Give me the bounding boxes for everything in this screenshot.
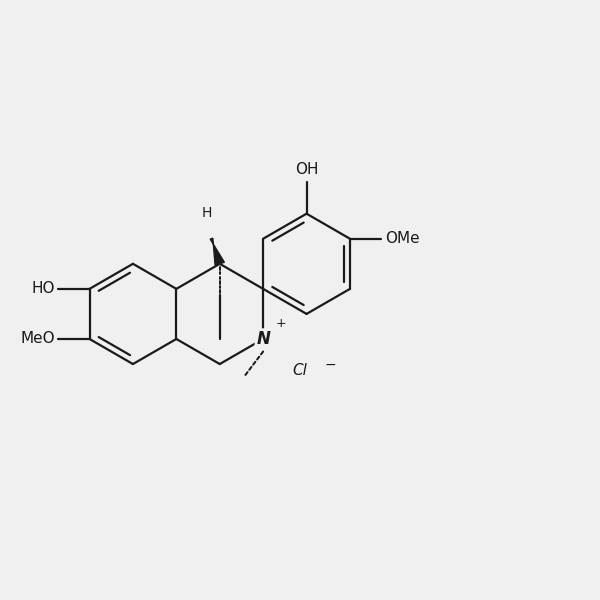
Text: MeO: MeO [20, 331, 55, 346]
Text: Cl: Cl [292, 363, 307, 378]
Text: OH: OH [295, 163, 319, 178]
Text: H: H [202, 206, 212, 220]
Text: −: − [325, 358, 336, 372]
Text: N: N [256, 330, 270, 348]
Text: OMe: OMe [385, 231, 419, 246]
Polygon shape [210, 238, 224, 265]
Text: +: + [275, 317, 286, 330]
Text: HO: HO [31, 281, 55, 296]
